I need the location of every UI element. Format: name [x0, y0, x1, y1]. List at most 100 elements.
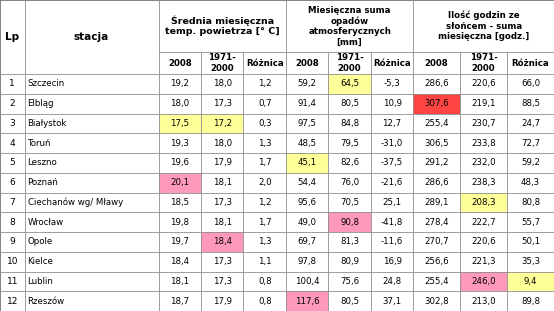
- Text: -5,3: -5,3: [384, 79, 401, 88]
- Text: 0,7: 0,7: [258, 99, 271, 108]
- Text: 19,6: 19,6: [170, 158, 189, 167]
- Text: Średnia miesięczna
temp. powietrza [° C]: Średnia miesięczna temp. powietrza [° C]: [165, 16, 280, 36]
- Bar: [329, 153, 371, 173]
- Text: 55,7: 55,7: [521, 218, 540, 227]
- Text: 17,3: 17,3: [213, 277, 232, 286]
- Text: 208,3: 208,3: [471, 198, 496, 207]
- Bar: [244, 212, 286, 232]
- Bar: [329, 232, 371, 252]
- Bar: [460, 74, 507, 94]
- Text: 278,4: 278,4: [424, 218, 449, 227]
- Bar: [0, 291, 24, 311]
- Bar: [286, 252, 329, 272]
- Text: 97,8: 97,8: [297, 257, 317, 266]
- Bar: [0, 173, 24, 193]
- Bar: [329, 94, 371, 114]
- Text: 88,5: 88,5: [521, 99, 540, 108]
- Bar: [24, 153, 158, 173]
- Text: Ilość godzin ze
słońcem - suma
miesięczna [godz.]: Ilość godzin ze słońcem - suma miesięczn…: [438, 11, 529, 41]
- Bar: [329, 173, 371, 193]
- Text: 232,0: 232,0: [471, 158, 496, 167]
- Bar: [0, 0, 24, 74]
- Text: 17,3: 17,3: [213, 99, 232, 108]
- Bar: [371, 133, 413, 153]
- Text: 20,1: 20,1: [170, 178, 189, 187]
- Text: 221,3: 221,3: [471, 257, 496, 266]
- Bar: [507, 74, 554, 94]
- Text: 72,7: 72,7: [521, 139, 540, 148]
- Text: Szczecin: Szczecin: [28, 79, 65, 88]
- Bar: [286, 173, 329, 193]
- Text: 18,4: 18,4: [213, 237, 232, 246]
- Bar: [286, 212, 329, 232]
- Text: 1,7: 1,7: [258, 218, 271, 227]
- Bar: [286, 114, 329, 133]
- Bar: [201, 173, 244, 193]
- Bar: [158, 252, 201, 272]
- Bar: [201, 272, 244, 291]
- Text: 69,7: 69,7: [297, 237, 317, 246]
- Text: 12,7: 12,7: [382, 119, 402, 128]
- Text: 17,2: 17,2: [213, 119, 232, 128]
- Bar: [244, 153, 286, 173]
- Bar: [507, 212, 554, 232]
- Text: 286,6: 286,6: [424, 178, 449, 187]
- Text: 1971-
2000: 1971- 2000: [470, 53, 497, 73]
- Text: 19,8: 19,8: [170, 218, 189, 227]
- Bar: [286, 94, 329, 114]
- Bar: [244, 74, 286, 94]
- Bar: [413, 291, 460, 311]
- Text: 17,9: 17,9: [213, 297, 232, 306]
- Text: 117,6: 117,6: [295, 297, 320, 306]
- Text: 255,4: 255,4: [424, 277, 449, 286]
- Text: 1,7: 1,7: [258, 158, 271, 167]
- Text: Elbląg: Elbląg: [28, 99, 54, 108]
- Text: 17,3: 17,3: [213, 198, 232, 207]
- Text: 16,9: 16,9: [383, 257, 402, 266]
- Bar: [329, 74, 371, 94]
- Bar: [507, 272, 554, 291]
- Text: 0,8: 0,8: [258, 297, 271, 306]
- Bar: [413, 193, 460, 212]
- Bar: [24, 133, 158, 153]
- Text: 9: 9: [9, 237, 15, 246]
- Text: Różnica: Różnica: [246, 58, 284, 67]
- Text: 25,1: 25,1: [382, 198, 402, 207]
- Text: 66,0: 66,0: [521, 79, 540, 88]
- Text: Ciechanów wg/ Mławy: Ciechanów wg/ Mławy: [28, 197, 123, 207]
- Text: 84,8: 84,8: [340, 119, 359, 128]
- Text: -21,6: -21,6: [381, 178, 403, 187]
- Bar: [244, 272, 286, 291]
- Text: 18,1: 18,1: [213, 218, 232, 227]
- Bar: [371, 193, 413, 212]
- Text: 82,6: 82,6: [340, 158, 359, 167]
- Text: 17,5: 17,5: [170, 119, 189, 128]
- Bar: [371, 114, 413, 133]
- Text: 12: 12: [7, 297, 18, 306]
- Bar: [413, 133, 460, 153]
- Bar: [158, 212, 201, 232]
- Bar: [201, 153, 244, 173]
- Bar: [371, 52, 413, 74]
- Text: Rzeszów: Rzeszów: [28, 297, 65, 306]
- Bar: [158, 232, 201, 252]
- Text: 10,9: 10,9: [383, 99, 402, 108]
- Text: 80,9: 80,9: [340, 257, 359, 266]
- Bar: [24, 291, 158, 311]
- Bar: [371, 291, 413, 311]
- Bar: [413, 0, 554, 52]
- Text: 91,4: 91,4: [297, 99, 317, 108]
- Text: 18,0: 18,0: [170, 99, 189, 108]
- Text: 1,3: 1,3: [258, 139, 271, 148]
- Text: Toruń: Toruń: [28, 139, 51, 148]
- Text: 18,4: 18,4: [170, 257, 189, 266]
- Bar: [329, 252, 371, 272]
- Bar: [201, 114, 244, 133]
- Bar: [24, 252, 158, 272]
- Bar: [158, 0, 286, 52]
- Bar: [158, 52, 201, 74]
- Bar: [507, 232, 554, 252]
- Bar: [413, 52, 460, 74]
- Text: 18,0: 18,0: [213, 139, 232, 148]
- Text: -31,0: -31,0: [381, 139, 403, 148]
